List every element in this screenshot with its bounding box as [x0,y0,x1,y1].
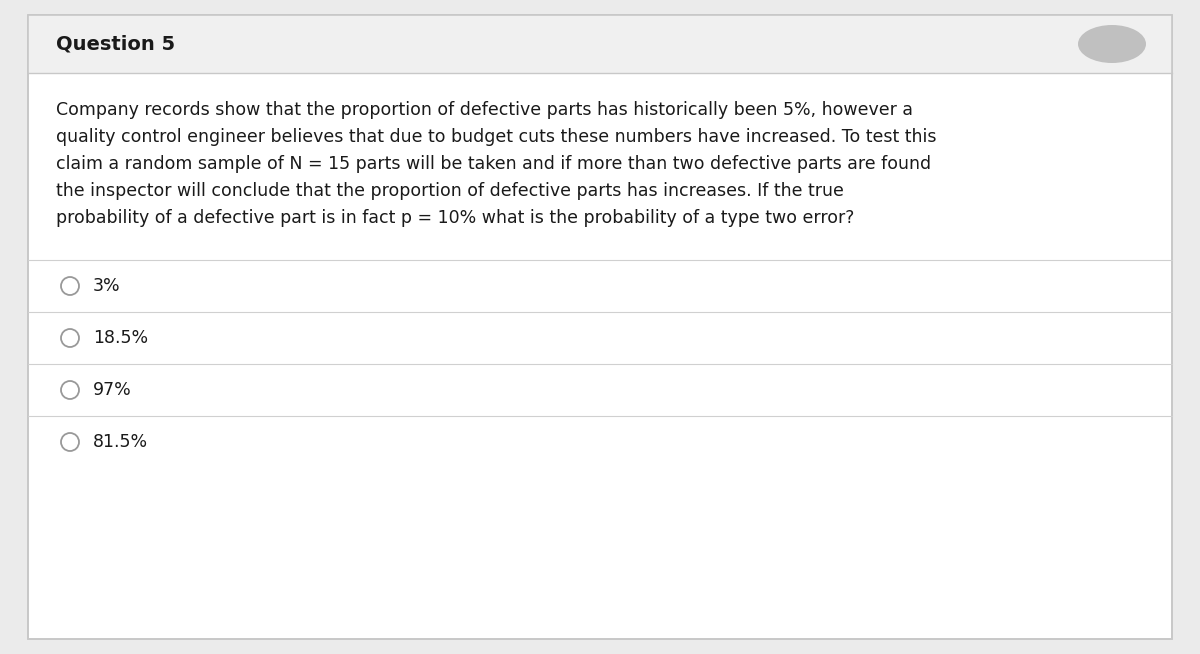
Text: quality control engineer believes that due to budget cuts these numbers have inc: quality control engineer believes that d… [56,128,936,146]
Text: claim a random sample of N = 15 parts will be taken and if more than two defecti: claim a random sample of N = 15 parts wi… [56,155,931,173]
Text: 97%: 97% [94,381,132,399]
FancyBboxPatch shape [28,15,1172,639]
FancyBboxPatch shape [28,15,1172,73]
Text: Company records show that the proportion of defective parts has historically bee: Company records show that the proportion… [56,101,913,119]
Text: 81.5%: 81.5% [94,433,148,451]
Text: Question 5: Question 5 [56,35,175,54]
Text: 18.5%: 18.5% [94,329,148,347]
Text: probability of a defective part is in fact p = 10% what is the probability of a : probability of a defective part is in fa… [56,209,854,227]
Text: the inspector will conclude that the proportion of defective parts has increases: the inspector will conclude that the pro… [56,182,844,200]
Text: 3%: 3% [94,277,121,295]
Ellipse shape [1078,25,1146,63]
